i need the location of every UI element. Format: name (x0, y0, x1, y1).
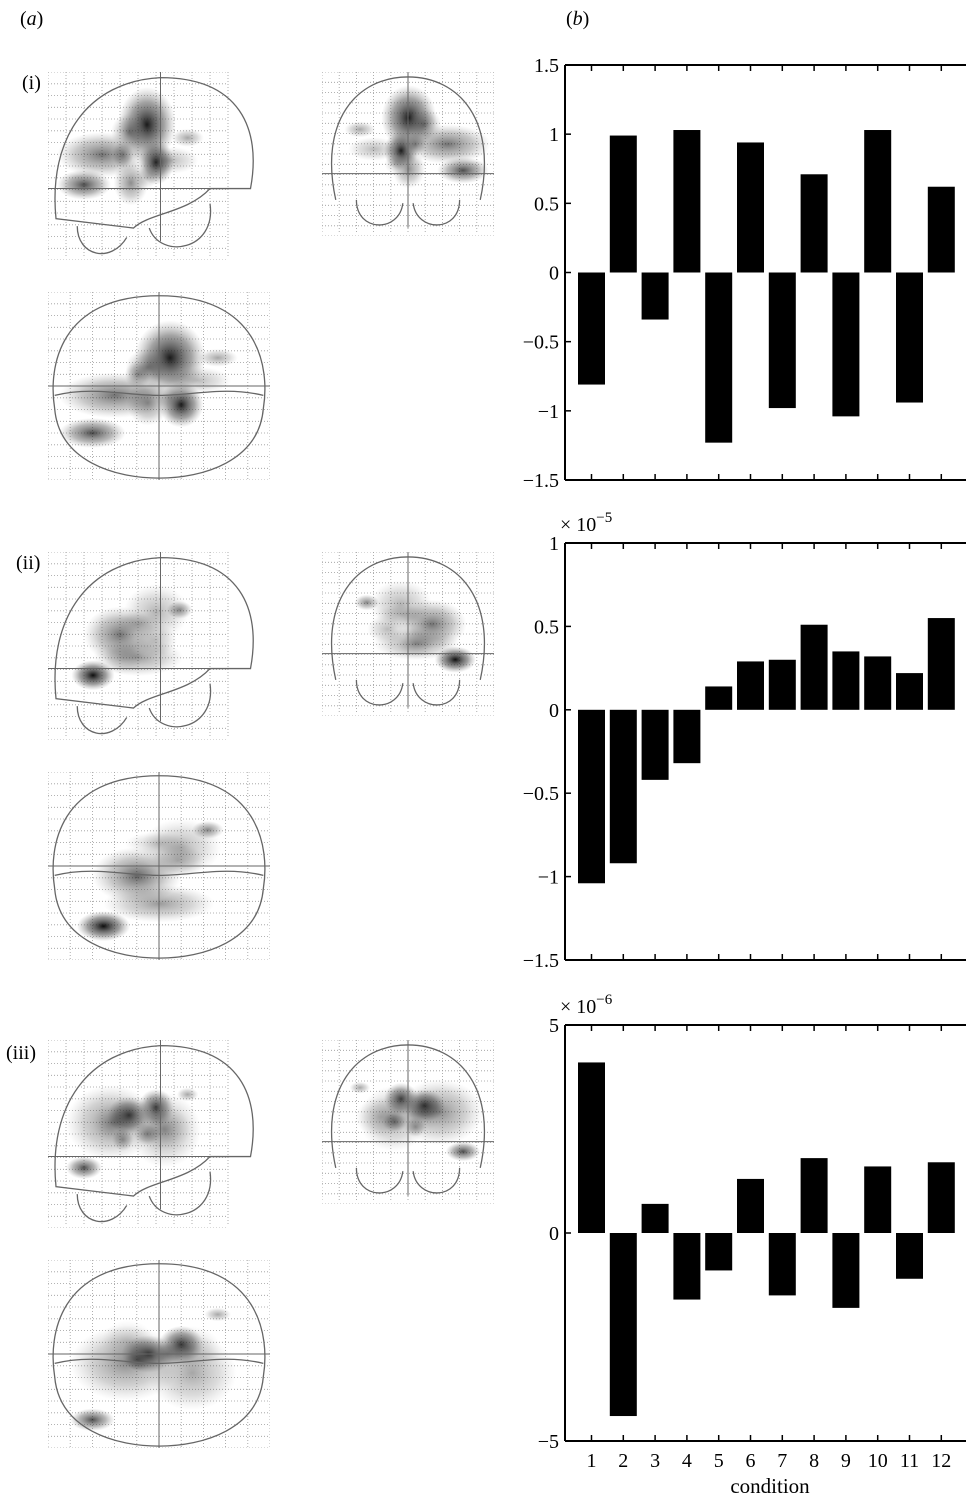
y-tick-label: 1 (549, 124, 559, 146)
y-tick-label: 0.5 (534, 193, 559, 215)
glass-brain-sagittal-1 (48, 72, 254, 260)
bar-condition-7 (768, 659, 796, 710)
glass-brain-axial-1 (48, 292, 270, 480)
y-tick-label: 1 (549, 533, 559, 555)
glass-brain-coronal-3 (322, 1040, 494, 1204)
panel-label-b: (b) (566, 8, 590, 30)
glass-brain-sagittal-3 (48, 1040, 254, 1228)
bar-condition-8 (800, 624, 828, 710)
bar-condition-5 (705, 686, 733, 710)
glass-brain-axial-2 (48, 772, 270, 960)
row-label-ii: (ii) (16, 552, 41, 574)
bar-condition-1 (578, 1062, 605, 1233)
x-tick-label: 6 (746, 1450, 756, 1472)
x-tick-label: 4 (682, 1450, 692, 1472)
bar-condition-12 (927, 1162, 955, 1233)
x-tick-label: 10 (868, 1450, 888, 1472)
x-tick-label: 5 (714, 1450, 724, 1472)
bar-condition-3 (641, 1203, 669, 1233)
row-label-i: (i) (22, 72, 41, 94)
axis-multiplier: × 10−5 (560, 510, 612, 536)
bar-condition-7 (768, 1233, 796, 1296)
bar-condition-3 (641, 709, 669, 780)
bar-condition-9 (832, 272, 860, 417)
y-tick-label: 0 (549, 700, 559, 722)
bar-condition-9 (832, 1233, 860, 1308)
x-tick-label: 8 (809, 1450, 819, 1472)
bar-condition-6 (737, 661, 764, 710)
bar-condition-8 (800, 1158, 828, 1233)
row-label-iii: (iii) (6, 1042, 36, 1064)
bar-condition-1 (578, 272, 605, 385)
y-tick-label: −0.5 (523, 783, 559, 805)
x-tick-label: 1 (587, 1450, 597, 1472)
y-tick-label: −1 (538, 867, 559, 889)
x-tick-label: 3 (650, 1450, 660, 1472)
x-tick-label: 12 (931, 1450, 951, 1472)
bar-condition-4 (673, 709, 701, 764)
bar-condition-2 (609, 709, 637, 864)
bar-condition-8 (800, 174, 828, 273)
y-tick-label: 0.5 (534, 616, 559, 638)
y-tick-label: −1 (538, 401, 559, 423)
y-tick-label: −1.5 (523, 470, 559, 492)
bar-condition-7 (768, 272, 796, 409)
glass-brain-coronal-1 (322, 72, 494, 236)
axis-multiplier: × 10−6 (560, 992, 613, 1018)
bar-condition-11 (896, 1233, 923, 1279)
x-tick-label: 11 (900, 1450, 919, 1472)
bar-condition-6 (737, 142, 764, 273)
y-tick-label: 0 (549, 1223, 559, 1245)
bar-condition-12 (927, 618, 955, 710)
glass-brain-axial-3 (48, 1260, 270, 1448)
panel-label-a: (a) (20, 8, 44, 30)
y-tick-label: 5 (549, 1015, 559, 1037)
bar-condition-2 (609, 135, 637, 273)
bar-condition-4 (673, 1233, 701, 1300)
y-tick-label: −1.5 (523, 950, 559, 972)
y-tick-label: 1.5 (534, 55, 559, 77)
x-tick-label: 2 (618, 1450, 628, 1472)
bar-condition-9 (832, 651, 860, 710)
y-tick-label: 0 (549, 263, 559, 285)
bar-condition-2 (609, 1233, 637, 1417)
bar-condition-5 (705, 1233, 733, 1271)
bar-condition-5 (705, 272, 733, 443)
glass-brain-coronal-2 (322, 552, 494, 716)
x-axis-label: condition (730, 1474, 810, 1498)
bar-condition-6 (737, 1178, 764, 1233)
bar-condition-1 (578, 709, 605, 884)
bar-condition-3 (641, 272, 669, 320)
glass-brain-sagittal-2 (48, 552, 254, 740)
bar-condition-10 (864, 656, 892, 710)
bar-condition-10 (864, 1166, 892, 1233)
bar-condition-11 (896, 272, 923, 403)
bar-condition-4 (673, 130, 701, 273)
y-tick-label: −0.5 (523, 332, 559, 354)
x-tick-label: 7 (777, 1450, 787, 1472)
x-tick-label: 9 (841, 1450, 851, 1472)
y-tick-label: −5 (538, 1431, 559, 1453)
bar-condition-12 (927, 186, 955, 273)
bar-condition-10 (864, 130, 892, 273)
bar-condition-11 (896, 673, 923, 710)
